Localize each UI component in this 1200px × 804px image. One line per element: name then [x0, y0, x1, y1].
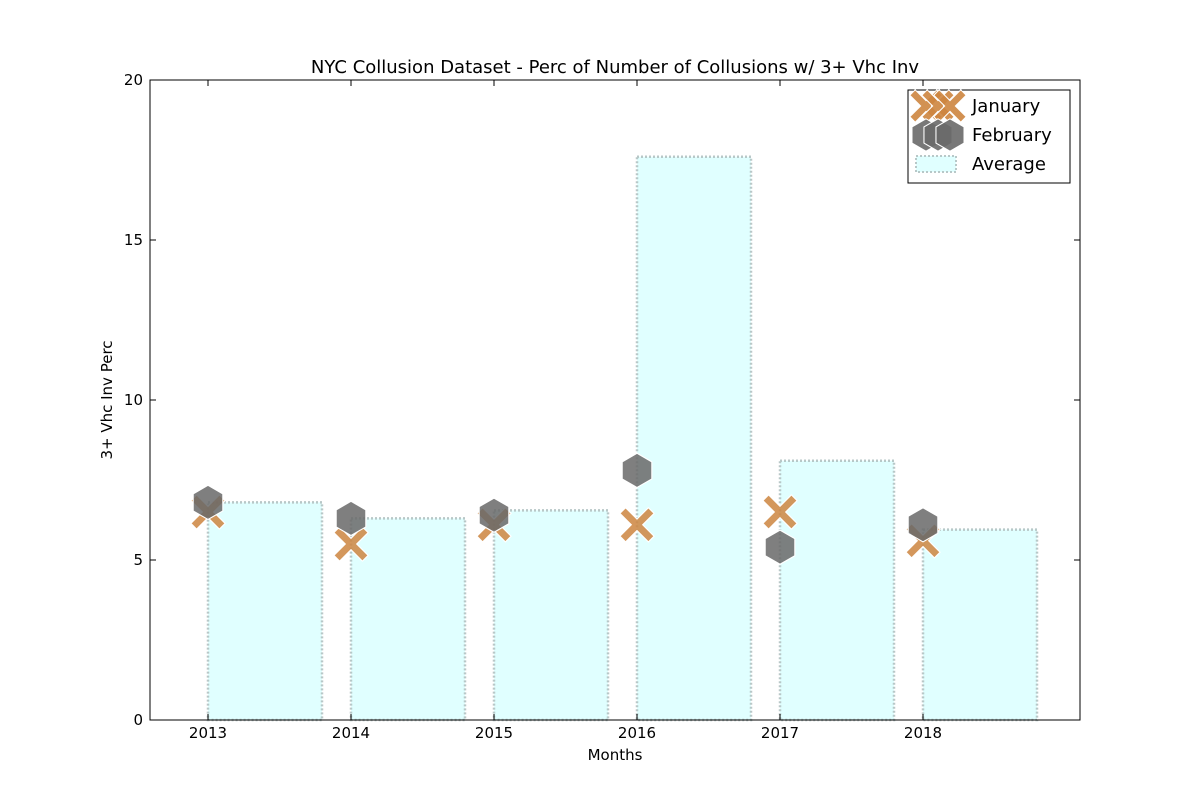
y-axis-label: 3+ Vhc Inv Perc — [98, 340, 116, 459]
bar-average-2013 — [206, 501, 324, 722]
bar-average-2015 — [492, 509, 610, 722]
x-axis-label: Months — [588, 746, 643, 764]
y-tick-label: 5 — [133, 551, 143, 569]
legend-label-february: February — [972, 125, 1052, 146]
x-axis: 2013 2014 2015 2016 2017 2018 — [189, 80, 942, 742]
legend: January February Average — [907, 89, 1071, 184]
bar-average-2014 — [349, 517, 467, 722]
y-tick-label: 10 — [124, 391, 143, 409]
bar-average-2016 — [635, 155, 753, 722]
bars-layer — [206, 155, 1039, 722]
x-tick-label: 2015 — [475, 724, 513, 742]
bar-average-2018 — [921, 528, 1039, 722]
x-tick-label: 2017 — [761, 724, 799, 742]
x-tick-label: 2018 — [904, 724, 942, 742]
y-axis: 0 5 10 15 20 — [124, 71, 1080, 729]
y-tick-label: 20 — [124, 71, 143, 89]
y-tick-label: 15 — [124, 231, 143, 249]
legend-swatch-average — [915, 155, 957, 173]
legend-label-average: Average — [972, 154, 1046, 175]
legend-entries: January February Average — [909, 89, 1052, 175]
x-tick-label: 2013 — [189, 724, 227, 742]
chart-title: NYC Collusion Dataset - Perc of Number o… — [311, 57, 919, 78]
x-tick-label: 2016 — [618, 724, 656, 742]
bar-average-2017 — [778, 459, 896, 722]
y-tick-label: 0 — [133, 711, 143, 729]
legend-label-january: January — [971, 96, 1041, 117]
x-tick-label: 2014 — [332, 724, 370, 742]
